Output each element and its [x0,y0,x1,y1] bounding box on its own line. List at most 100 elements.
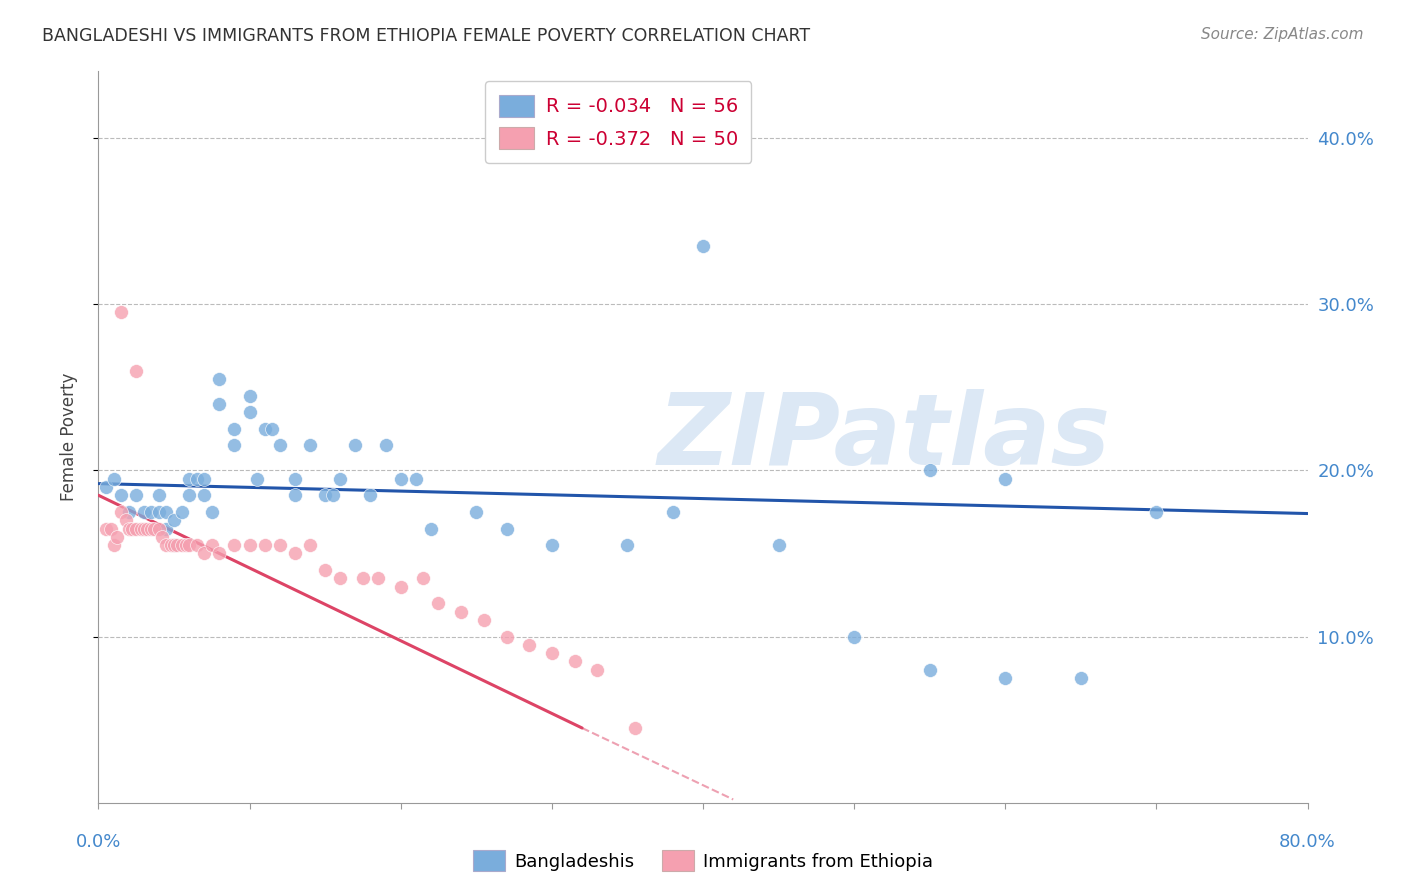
Point [844,630,866,644]
Point [616,538,638,552]
Point [129,521,152,535]
Point [141,521,163,535]
Point [692,239,714,253]
Point [208,546,231,560]
Point [125,363,148,377]
Legend: Bangladeshis, Immigrants from Ethiopia: Bangladeshis, Immigrants from Ethiopia [465,843,941,879]
Text: Source: ZipAtlas.com: Source: ZipAtlas.com [1201,27,1364,42]
Point [103,472,125,486]
Point [624,721,647,735]
Point [405,472,427,486]
Point [103,538,125,552]
Point [314,488,336,502]
Point [121,521,143,535]
Point [540,538,562,552]
Point [564,655,586,669]
Point [125,521,148,535]
Point [148,488,170,502]
Point [239,388,262,402]
Point [495,521,517,535]
Point [132,505,155,519]
Point [412,571,434,585]
Point [253,422,276,436]
Point [1144,505,1167,519]
Point [420,521,443,535]
Point [284,488,307,502]
Point [224,422,246,436]
Point [329,472,352,486]
Point [193,546,215,560]
Point [179,488,201,502]
Point [94,521,117,535]
Point [517,638,540,652]
Point [450,605,472,619]
Point [662,505,685,519]
Point [344,438,367,452]
Point [360,488,382,502]
Point [246,472,269,486]
Point [389,472,412,486]
Point [100,521,122,535]
Point [284,472,307,486]
Point [374,438,396,452]
Point [224,438,246,452]
Point [269,438,291,452]
Point [465,505,488,519]
Point [253,538,276,552]
Point [163,538,186,552]
Point [495,630,517,644]
Point [155,505,177,519]
Point [201,538,224,552]
Point [110,305,132,319]
Point [118,505,141,519]
Point [262,422,284,436]
Point [143,521,166,535]
Point [148,521,170,535]
Point [918,463,941,477]
Point [170,538,193,552]
Point [269,538,291,552]
Point [299,538,322,552]
Point [193,488,215,502]
Point [193,472,215,486]
Point [125,488,148,502]
Point [118,521,141,535]
Point [160,538,183,552]
Point [163,513,186,527]
Point [179,538,201,552]
Point [239,405,262,419]
Point [201,505,224,519]
Point [166,538,188,552]
Point [141,505,163,519]
Point [389,580,412,594]
Point [1070,671,1092,685]
Point [110,488,132,502]
Point [299,438,322,452]
Point [208,372,231,386]
Text: 80.0%: 80.0% [1279,833,1336,851]
Point [150,530,173,544]
Point [179,472,201,486]
Point [135,521,157,535]
Point [586,663,609,677]
Point [918,663,941,677]
Point [540,646,562,660]
Point [94,480,117,494]
Point [110,505,132,519]
Point [148,505,170,519]
Point [367,571,389,585]
Point [132,521,155,535]
Legend: R = -0.034   N = 56, R = -0.372   N = 50: R = -0.034 N = 56, R = -0.372 N = 50 [485,81,751,163]
Text: BANGLADESHI VS IMMIGRANTS FROM ETHIOPIA FEMALE POVERTY CORRELATION CHART: BANGLADESHI VS IMMIGRANTS FROM ETHIOPIA … [42,27,810,45]
Point [105,530,128,544]
Point [994,671,1017,685]
Point [224,538,246,552]
Point [768,538,790,552]
Point [155,521,177,535]
Point [472,613,495,627]
Point [208,397,231,411]
Point [352,571,374,585]
Point [284,546,307,560]
Point [174,538,197,552]
Point [314,563,336,577]
